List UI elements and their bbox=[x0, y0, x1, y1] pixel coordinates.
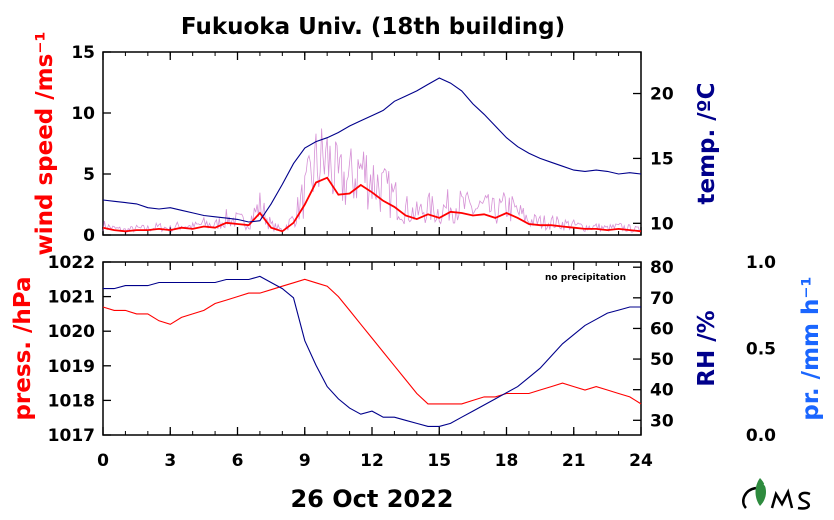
right-tick-label: 80 bbox=[650, 258, 674, 278]
left-tick-label: 1020 bbox=[48, 322, 95, 342]
x-tick-label: 0 bbox=[97, 451, 109, 471]
precipitation-note: no precipitation bbox=[545, 273, 626, 283]
plot-frame bbox=[102, 261, 642, 436]
x-tick-label: 6 bbox=[232, 451, 244, 471]
x-tick-label: 24 bbox=[629, 451, 653, 471]
wind-raw-trace bbox=[102, 128, 640, 234]
left-tick-label: 1017 bbox=[48, 426, 95, 446]
right-tick-label: 60 bbox=[650, 319, 674, 339]
left-tick-label: 5 bbox=[83, 165, 95, 185]
left-tick-label: 10 bbox=[71, 104, 95, 124]
right-tick-label: 15 bbox=[650, 149, 674, 169]
pressure-series bbox=[102, 278, 642, 405]
left-tick-label: 1019 bbox=[48, 357, 95, 377]
x-tick-label: 12 bbox=[360, 451, 384, 471]
x-tick-label: 3 bbox=[164, 451, 176, 471]
top-panel: 0 5 10 15 10 15 20 wind speed /ms⁻¹ temp. /ºC bbox=[32, 31, 720, 255]
right-tick-label: 10 bbox=[650, 214, 674, 234]
chart-title: Fukuoka Univ. (18th building) bbox=[181, 14, 565, 40]
left-tick-label: 1022 bbox=[48, 253, 95, 273]
precip-tick-label: 0.5 bbox=[746, 340, 776, 360]
temperature-series bbox=[102, 77, 642, 223]
right-tick-label: 20 bbox=[650, 85, 674, 105]
x-tick-label: 21 bbox=[562, 451, 586, 471]
precip-tick-label: 0.0 bbox=[746, 426, 776, 446]
left-tick-label: 1021 bbox=[48, 288, 95, 308]
x-tick-label: 15 bbox=[427, 451, 451, 471]
right-axis-title: temp. /ºC bbox=[694, 82, 720, 204]
x-tick-label: 18 bbox=[495, 451, 519, 471]
left-tick-label: 0 bbox=[83, 226, 95, 246]
left-tick-label: 15 bbox=[71, 43, 95, 63]
right-tick-label: 70 bbox=[650, 289, 674, 309]
institute-logo bbox=[742, 478, 811, 510]
left-axis-title: wind speed /ms⁻¹ bbox=[32, 31, 58, 255]
humidity-series bbox=[103, 275, 641, 427]
right-tick-label: 40 bbox=[650, 381, 674, 401]
x-tick-label: 9 bbox=[299, 451, 311, 471]
date-label: 26 Oct 2022 bbox=[290, 485, 453, 513]
wind-speed-series bbox=[102, 176, 642, 233]
left-axis-title: press. /hPa bbox=[10, 276, 36, 420]
right-tick-label: 30 bbox=[650, 411, 674, 431]
precip-tick-label: 1.0 bbox=[746, 253, 776, 273]
plot-frame bbox=[102, 51, 642, 236]
right-tick-label: 50 bbox=[650, 350, 674, 370]
left-tick-label: 1018 bbox=[48, 391, 95, 411]
precip-axis-title: pr. /mm h⁻¹ bbox=[798, 276, 824, 420]
bottom-panel: 0 3 6 9 12 15 18 21 24 1017 1018 1019 1020 1021 1022 30… bbox=[10, 253, 824, 471]
right-axis-title: RH /% bbox=[694, 310, 720, 386]
